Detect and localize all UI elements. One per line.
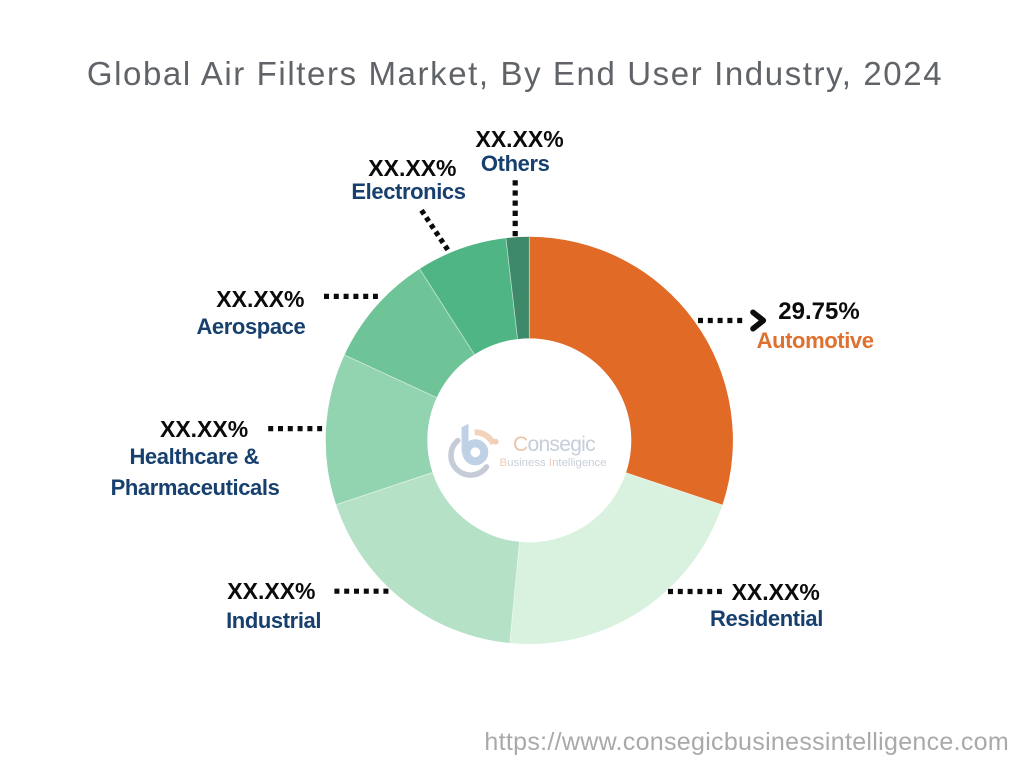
svg-text:Consegic: Consegic <box>513 433 595 456</box>
svg-text:Business Intelligence: Business Intelligence <box>500 457 607 469</box>
